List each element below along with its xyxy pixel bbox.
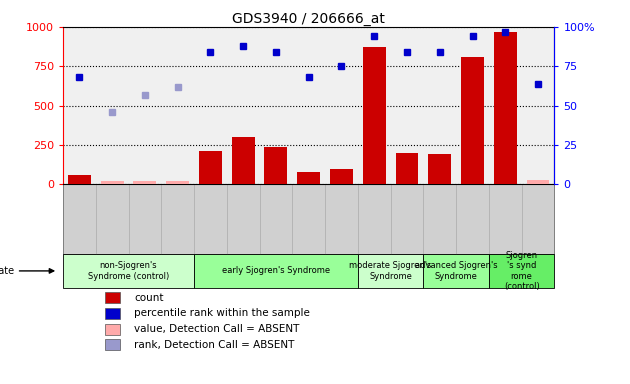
Bar [199,151,222,184]
Bar [297,172,320,184]
Bar [527,180,549,184]
Bar [63,253,194,288]
Bar [63,184,554,253]
Bar [101,181,123,184]
Bar [363,47,386,184]
Bar [423,253,489,288]
Bar [428,154,451,184]
Bar [461,57,484,184]
Text: percentile rank within the sample: percentile rank within the sample [134,308,310,318]
Text: value, Detection Call = ABSENT: value, Detection Call = ABSENT [134,324,300,334]
Bar [358,253,423,288]
Bar [166,181,189,184]
Bar [330,169,353,184]
Title: GDS3940 / 206666_at: GDS3940 / 206666_at [232,12,385,26]
Bar [68,175,91,184]
Bar [396,153,418,184]
Text: disease state: disease state [0,266,54,276]
Bar [105,324,120,335]
Bar [105,339,120,351]
Text: count: count [134,293,164,303]
Bar [494,31,517,184]
Text: Sjogren
's synd
rome
(control): Sjogren 's synd rome (control) [504,251,539,291]
Bar [489,253,554,288]
Bar [134,181,156,184]
Bar [265,147,287,184]
Bar [194,253,358,288]
Text: non-Sjogren's
Syndrome (control): non-Sjogren's Syndrome (control) [88,261,169,281]
Bar [105,292,120,303]
Text: rank, Detection Call = ABSENT: rank, Detection Call = ABSENT [134,340,295,350]
Text: moderate Sjogren's
Syndrome: moderate Sjogren's Syndrome [350,261,432,281]
Text: early Sjogren's Syndrome: early Sjogren's Syndrome [222,266,330,275]
Text: advanced Sjogren's
Syndrome: advanced Sjogren's Syndrome [415,261,498,281]
Bar [105,308,120,319]
Bar [232,137,255,184]
